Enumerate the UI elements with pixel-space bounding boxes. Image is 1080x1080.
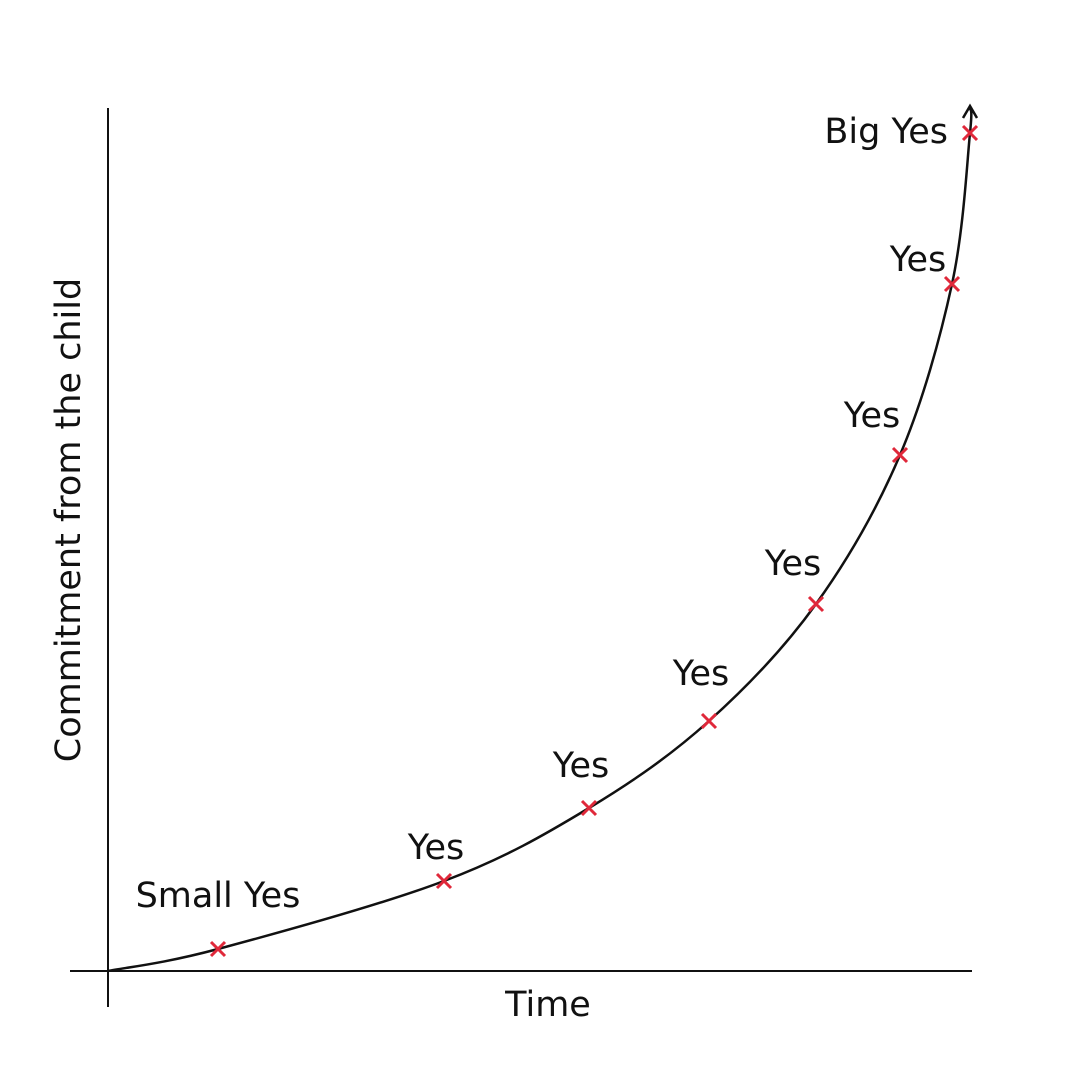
point-label: Yes: [889, 240, 947, 280]
point-marker: [700, 712, 718, 730]
point-label: Yes: [764, 544, 822, 584]
x-axis-label: Time: [504, 985, 591, 1025]
point-label: Yes: [672, 654, 730, 694]
point-marker: [580, 799, 598, 817]
point-label: Small Yes: [136, 876, 301, 916]
growth-curve: [107, 107, 973, 973]
point-marker: [891, 446, 909, 464]
point-label: Yes: [552, 746, 610, 786]
y-axis-label: Commitment from the child: [49, 278, 89, 762]
point-marker: [807, 595, 825, 613]
point-marker: [209, 940, 227, 958]
point-marker: [435, 872, 453, 890]
curve-arrowhead: [961, 103, 979, 119]
point-marker: [943, 275, 961, 293]
point-label: Yes: [843, 396, 901, 436]
point-label: Big Yes: [824, 112, 948, 152]
point-marker: [961, 124, 979, 142]
point-label: Yes: [407, 828, 465, 868]
